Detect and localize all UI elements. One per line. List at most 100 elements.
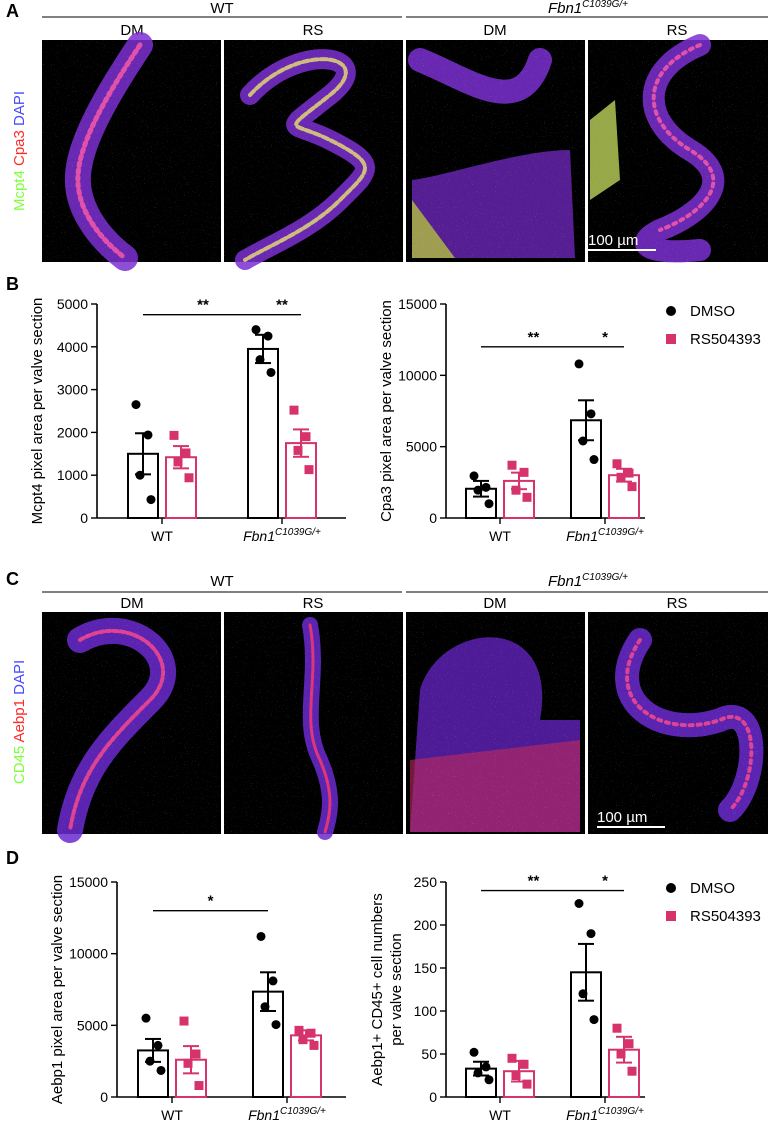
data-point <box>145 1056 155 1066</box>
y-tick-label: 0 <box>100 1089 108 1105</box>
data-point <box>624 468 634 478</box>
x-tick-label-main: Fbn1 <box>248 1107 280 1123</box>
x-tick-label: Fbn1C1039G/+ <box>566 527 644 544</box>
data-point <box>612 1023 622 1033</box>
y-tick-label: 50 <box>421 1046 437 1062</box>
x-tick-label: Fbn1C1039G/+ <box>248 1106 326 1123</box>
data-point <box>589 455 599 465</box>
legend-label-dmso-d: DMSO <box>690 880 735 897</box>
x-tick-label: Fbn1C1039G/+ <box>243 527 321 544</box>
data-point <box>586 929 596 939</box>
chart-mcpt4: 0 1000 2000 3000 4000 5000 Mcpt4 pixel area pe… <box>29 296 346 544</box>
legend-label-dmso: DMSO <box>690 303 735 320</box>
x-tick-label-sup: C1039G/+ <box>598 527 644 538</box>
x-tick-label-main: WT <box>489 1107 511 1123</box>
y-tick-label: 5000 <box>406 439 437 455</box>
y-axis-label-line: Aebp1+ CD45+ cell numbers <box>369 893 386 1086</box>
y-tick-label: 15000 <box>398 296 437 312</box>
data-point <box>191 1049 201 1059</box>
scale-bar-label-a: 100 µm <box>588 232 638 249</box>
legend-marker-rs <box>666 334 676 344</box>
data-point <box>301 432 311 442</box>
y-tick-label: 4000 <box>57 339 88 355</box>
data-point <box>511 1071 521 1080</box>
data-point <box>184 473 194 483</box>
data-point <box>141 1013 151 1023</box>
data-point <box>616 1049 626 1059</box>
scale-bar-label-c: 100 µm <box>597 809 647 826</box>
x-tick-label-sup: C1039G/+ <box>280 1106 326 1117</box>
legend-b: DMSO RS504393 <box>666 303 761 348</box>
data-point <box>131 400 141 410</box>
data-point <box>294 1025 304 1035</box>
y-tick-label: 200 <box>414 917 438 933</box>
panel-label-d: D <box>6 848 19 868</box>
y-tick-label: 0 <box>429 510 437 526</box>
significance-label: ** <box>197 297 209 314</box>
data-point <box>586 409 596 419</box>
significance-label: ** <box>276 297 288 314</box>
data-point <box>179 1016 189 1026</box>
y-tick-label: 0 <box>429 1089 437 1105</box>
data-point <box>183 1058 193 1068</box>
panel-label-a: A <box>6 1 19 21</box>
x-tick-label-main: Fbn1 <box>566 528 598 544</box>
data-point <box>473 485 483 495</box>
y-tick-label: 5000 <box>57 296 88 312</box>
data-point <box>484 499 494 509</box>
data-point <box>266 367 276 377</box>
data-point <box>268 976 278 986</box>
col-label-wt-rs: RS <box>303 22 324 39</box>
data-point <box>519 467 529 477</box>
data-point <box>519 1059 529 1069</box>
legend-marker-dmso <box>666 306 676 316</box>
y-tick-label: 2000 <box>57 424 88 440</box>
x-tick-label-main: WT <box>151 528 173 544</box>
data-point <box>251 325 261 335</box>
y-axis-label-line: per valve section <box>388 933 405 1046</box>
data-point <box>263 331 273 341</box>
data-point <box>507 1053 517 1063</box>
data-point <box>298 1035 308 1045</box>
data-point <box>574 359 584 369</box>
col-label-c-wt-rs: RS <box>303 595 324 612</box>
x-tick-label-sup: C1039G/+ <box>275 527 321 538</box>
y-tick-label: 10000 <box>69 946 108 962</box>
y-tick-label: 15000 <box>69 874 108 890</box>
group-label-wt: WT <box>210 0 233 17</box>
legend-label-rs-d: RS504393 <box>690 908 761 925</box>
x-tick-label-main: WT <box>161 1107 183 1123</box>
significance-label: ** <box>528 329 540 346</box>
y-axis-label: Mcpt4 pixel area per valve section <box>29 298 46 525</box>
data-point <box>624 1039 634 1049</box>
y-tick-label: 10000 <box>398 367 437 383</box>
legend-label-rs: RS504393 <box>690 331 761 348</box>
data-point <box>511 485 521 495</box>
data-point <box>304 465 314 475</box>
data-point <box>578 989 588 999</box>
x-tick-label-main: Fbn1 <box>566 1107 598 1123</box>
panel-label-b: B <box>6 274 19 294</box>
col-label-fbn1-dm: DM <box>483 22 506 39</box>
data-point <box>173 457 183 467</box>
x-tick-label: WT <box>161 1107 183 1123</box>
data-point <box>169 430 179 440</box>
panel-a: A WT Fbn1C1039G/+ DM RS DM RS Mcpt4 Cpa3… <box>6 0 768 271</box>
data-point <box>507 460 517 470</box>
group-label-wt-c: WT <box>210 573 233 590</box>
stain-label-c: CD45 Aebp1 DAPI <box>11 660 28 784</box>
data-point <box>473 1068 483 1078</box>
y-axis-label: Cpa3 pixel area per valve section <box>378 300 395 522</box>
y-tick-label: 1000 <box>57 467 88 483</box>
y-tick-label: 150 <box>414 960 438 976</box>
data-point <box>627 482 637 492</box>
data-point <box>578 436 588 446</box>
data-point <box>627 1066 637 1076</box>
chart-aebp1-cd45: 0 50 100 150 200 250 Aebp1+ CD45+ cell numbers… <box>369 873 645 1123</box>
data-point <box>293 445 303 455</box>
stain-label-a: Mcpt4 Cpa3 DAPI <box>11 91 28 211</box>
y-tick-label: 250 <box>414 874 438 890</box>
col-label-c-wt-dm: DM <box>120 595 143 612</box>
